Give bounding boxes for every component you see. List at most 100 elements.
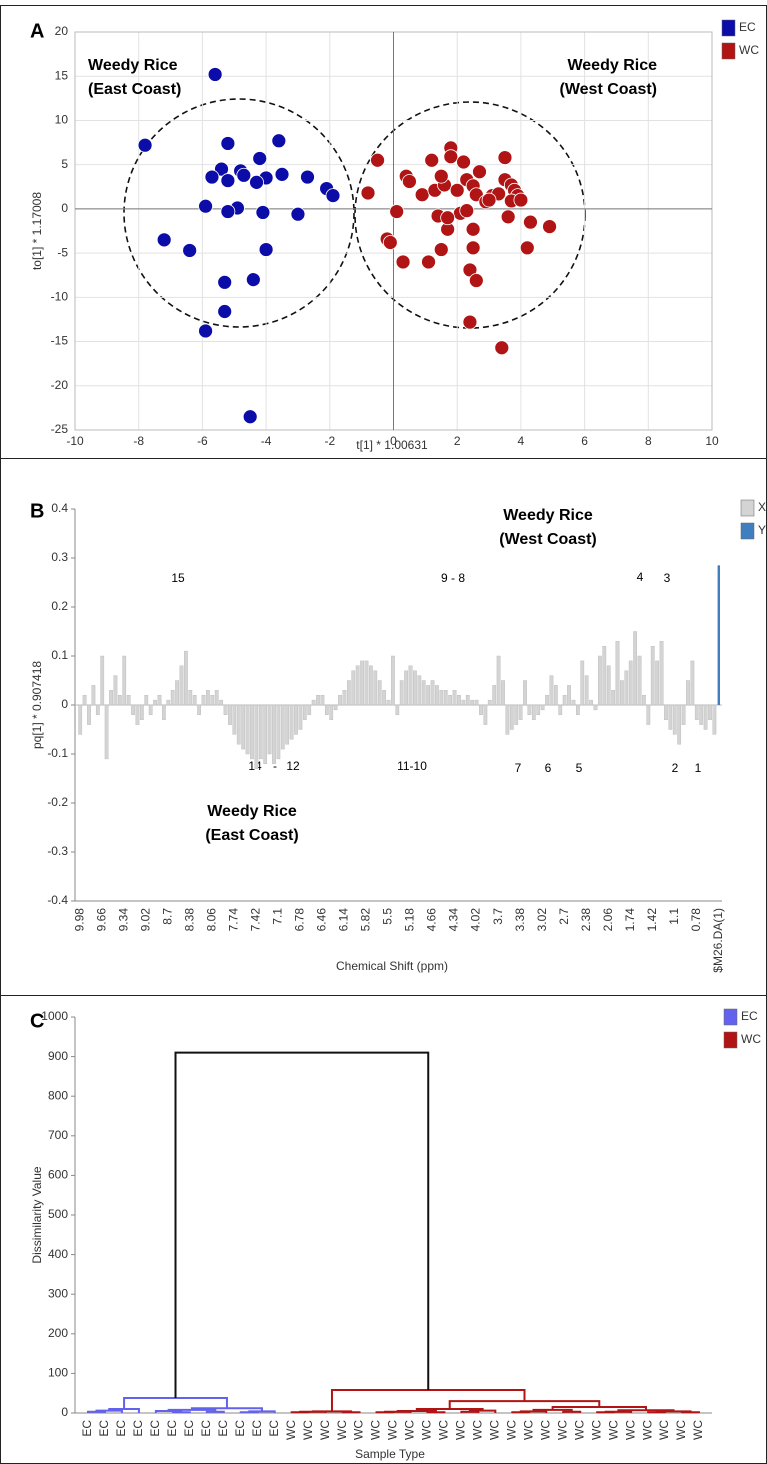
x-tick-label: EC [250,1420,264,1437]
panel-letter: C [30,1010,44,1032]
dendrogram-link [248,1410,276,1413]
y-tick-label: 15 [55,68,69,82]
x-tick-label: WC [318,1420,332,1440]
point [500,209,516,225]
legend-swatch [721,19,736,37]
bar [298,704,303,730]
bar [258,704,263,760]
bar [672,704,677,735]
bar [509,704,514,730]
bar [188,690,193,706]
y-tick-label: 0 [61,201,68,215]
bar [518,704,523,720]
bar [417,675,422,706]
bar [320,695,325,706]
bar [95,704,100,716]
x-tick-label: 6 [581,434,588,448]
bar [461,699,466,706]
x-tick-label: 9.66 [94,908,108,932]
bar [162,704,166,720]
bar [91,685,96,706]
bar [289,704,294,740]
point [421,254,436,270]
x-tick-label: WC [284,1420,298,1440]
point [424,152,440,168]
x-tick-label: WC [335,1420,349,1440]
bar [677,704,682,745]
annotation: 3 [664,571,671,585]
bar [117,695,122,706]
x-tick-label: WC [471,1420,485,1440]
bar [650,646,655,706]
point [255,205,271,220]
x-tick-label: 6.14 [337,908,351,932]
y-tick-label: -0.2 [47,795,68,809]
bar [351,670,356,706]
x-tick-label: 8 [645,434,652,448]
bar [109,690,113,706]
x-tick-label: EC [267,1420,281,1437]
bar [214,690,219,706]
bar [272,704,276,764]
bar [250,704,254,760]
bar [443,690,448,706]
bar [192,695,197,706]
bar [113,675,118,706]
y-tick-label: 0.2 [51,599,68,613]
x-tick-label: 4.66 [425,908,439,932]
point [513,192,529,208]
legend-label: Y [758,523,766,537]
dendrogram-link [519,1410,548,1413]
x-tick-label: 8.7 [160,908,174,925]
annotation: 7 [515,761,522,775]
x-tick-label: EC [131,1420,145,1437]
annotation: 12 [286,759,300,773]
bar [179,665,184,706]
y-axis-label: pq[1] * 0.907418 [30,661,44,749]
bar [571,699,576,706]
y-axis-label: Dissimilarity Value [30,1166,44,1263]
x-tick-label: 1.74 [623,908,637,932]
y-tick-label: -15 [51,334,69,348]
bar [514,704,519,725]
annotation: 4 [637,570,644,584]
region-label: Weedy Rice [503,507,593,524]
x-tick-label: WC [403,1420,417,1440]
bar [642,695,646,706]
y-tick-label: 800 [48,1088,68,1102]
region-label: Weedy Rice [207,803,297,820]
point [274,166,290,182]
x-tick-label: -8 [133,434,144,448]
bar [302,704,307,720]
bar [439,690,444,706]
point [494,340,510,356]
bar [699,704,704,725]
x-tick-label: EC [165,1420,179,1437]
x-tick-label: 0 [390,434,397,448]
y-tick-label: 0.3 [51,550,68,564]
annotation: 5 [576,761,583,775]
point [402,174,417,189]
legend-swatch [721,42,736,60]
legend-swatch [740,499,755,517]
x-tick-label: WC [386,1420,400,1440]
y-axis-label: to[1] * 1.17008 [30,192,44,270]
point [523,214,538,230]
x-tick-label: 8.38 [182,908,196,932]
point [497,150,513,165]
x-tick-label: 3.02 [535,908,549,932]
panel-letter: A [30,20,44,42]
x-tick-label: 0.78 [689,908,703,932]
legend-label: X [758,500,766,514]
bar [135,704,140,725]
y-tick-label: -0.1 [47,746,68,760]
bar [144,695,149,706]
bar [492,685,497,706]
y-tick-label: 0.4 [51,501,68,515]
point [481,192,497,208]
point [325,188,341,204]
bar [316,695,320,706]
bar [712,704,717,735]
dendrogram-link [171,1411,191,1414]
x-tick-label: 7.42 [249,908,263,932]
